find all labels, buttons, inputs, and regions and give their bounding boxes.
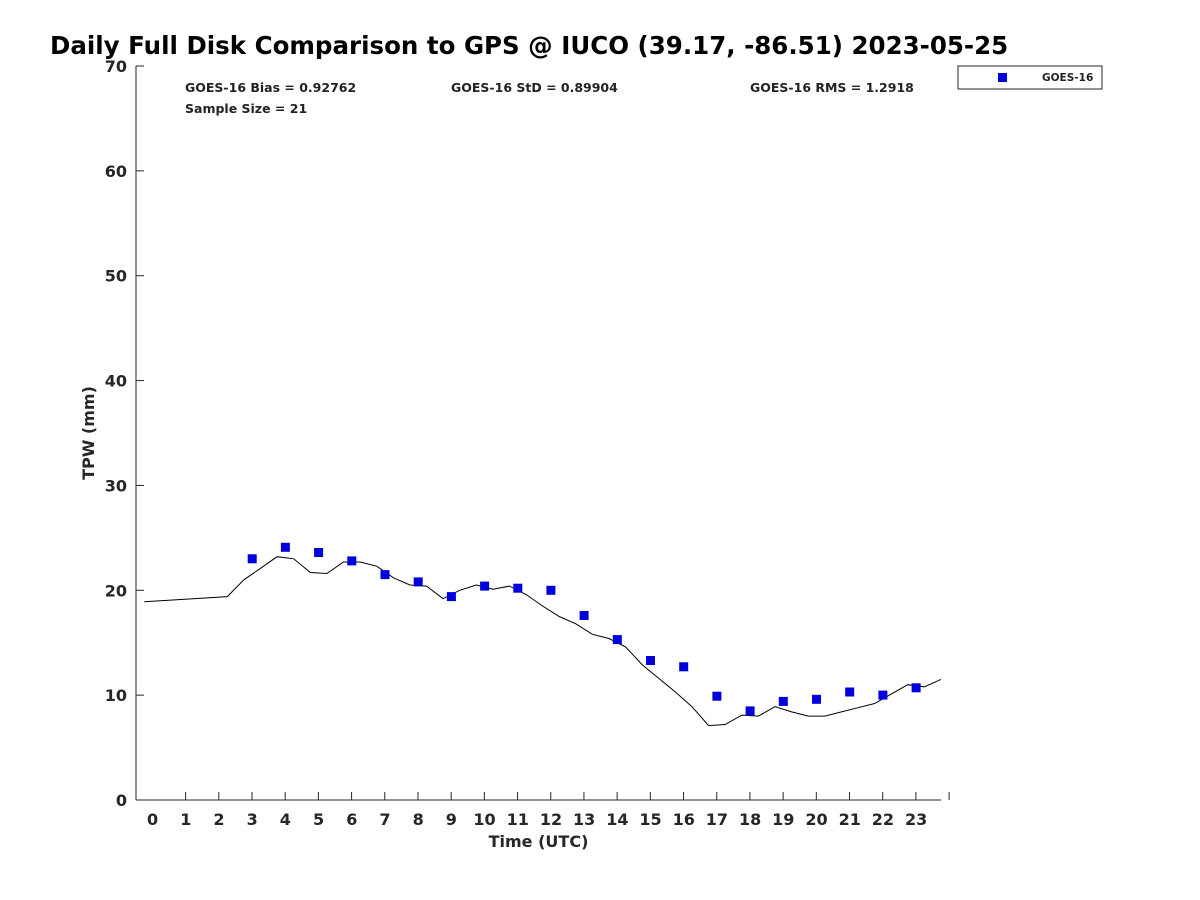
x-tick-label: 13: [573, 810, 595, 829]
x-tick-label: 6: [346, 810, 357, 829]
x-tick-label: 11: [507, 810, 529, 829]
stat-rms: GOES-16 RMS = 1.2918: [750, 80, 914, 95]
goes16-point: [679, 662, 689, 672]
y-tick-label: 20: [105, 581, 127, 600]
y-tick-label: 10: [105, 686, 127, 705]
y-axis-ticks: 0 10 20 30 40 50 60 70: [105, 57, 144, 810]
x-tick-label: 3: [247, 810, 258, 829]
goes16-point: [413, 577, 423, 587]
x-tick-label: 0: [147, 810, 158, 829]
x-tick-label: 18: [739, 810, 761, 829]
x-tick-label: 14: [606, 810, 628, 829]
goes16-point: [745, 706, 755, 716]
x-tick-label: 4: [280, 810, 291, 829]
x-tick-label: 22: [872, 810, 894, 829]
goes16-point: [380, 570, 390, 580]
y-tick-label: 60: [105, 162, 127, 181]
stat-bias: GOES-16 Bias = 0.92762: [185, 80, 356, 95]
x-tick-label: 12: [540, 810, 562, 829]
y-tick-label: 40: [105, 372, 127, 391]
goes16-point: [446, 592, 456, 602]
x-tick-label: 10: [473, 810, 495, 829]
goes16-point: [845, 687, 855, 697]
x-tick-label: 20: [805, 810, 827, 829]
x-tick-label: 21: [839, 810, 861, 829]
goes16-point: [579, 611, 589, 620]
goes16-point: [247, 554, 257, 564]
goes16-point: [911, 683, 921, 693]
legend-marker: [998, 73, 1007, 82]
goes16-point: [280, 542, 290, 552]
x-tick-label: 2: [213, 810, 224, 829]
x-tick-label: 16: [673, 810, 695, 829]
goes16-point: [314, 548, 324, 557]
y-tick-label: 70: [105, 57, 127, 76]
goes16-point: [513, 583, 523, 593]
chart-title: Daily Full Disk Comparison to GPS @ IUCO…: [50, 31, 1008, 60]
x-tick-label: 8: [413, 810, 424, 829]
x-axis-ticks: 0 1 2 3 4 5 6 7 8 9 10 11 12 13 14 15 16 17 18 19 20 21 22 23: [147, 792, 950, 829]
goes16-point: [812, 694, 821, 704]
goes16-point: [712, 691, 722, 701]
goes16-point: [878, 690, 888, 700]
x-axis-label: Time (UTC): [489, 832, 589, 851]
x-tick-label: 1: [180, 810, 191, 829]
goes16-points: [247, 542, 921, 716]
x-tick-label: 5: [313, 810, 324, 829]
x-tick-label: 23: [905, 810, 927, 829]
goes16-point: [480, 581, 490, 591]
legend: GOES-16: [957, 65, 1103, 90]
y-tick-label: 0: [116, 791, 127, 810]
goes16-point: [778, 696, 788, 706]
x-tick-label: 19: [772, 810, 794, 829]
x-tick-label: 17: [706, 810, 728, 829]
y-tick-label: 30: [105, 476, 127, 495]
x-tick-label: 9: [446, 810, 457, 829]
goes16-point: [546, 585, 556, 595]
legend-label: GOES-16: [1042, 72, 1093, 84]
legend-box: [957, 65, 1103, 90]
goes16-point: [347, 556, 357, 566]
goes16-point: [612, 635, 622, 645]
y-axis-label: TPW (mm): [79, 386, 98, 480]
stat-std: GOES-16 StD = 0.89904: [451, 80, 618, 95]
stat-sample-size: Sample Size = 21: [185, 101, 307, 116]
goes16-point: [646, 656, 655, 665]
x-tick-label: 7: [379, 810, 390, 829]
gps-line: [144, 556, 942, 727]
x-tick-label: 15: [639, 810, 661, 829]
y-tick-label: 50: [105, 267, 127, 286]
